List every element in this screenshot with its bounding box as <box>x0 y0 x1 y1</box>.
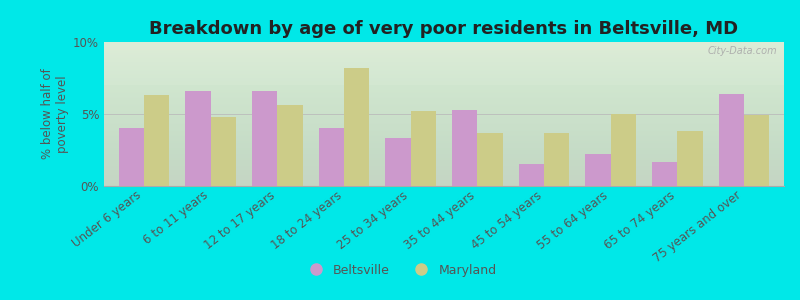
Bar <box>452 110 478 186</box>
Y-axis label: % below half of
poverty level: % below half of poverty level <box>41 69 69 159</box>
Bar <box>652 161 678 186</box>
Bar <box>744 116 770 186</box>
Bar <box>678 131 702 186</box>
Bar <box>318 128 344 186</box>
Bar <box>344 68 370 186</box>
Bar <box>278 105 302 186</box>
Title: Breakdown by age of very poor residents in Beltsville, MD: Breakdown by age of very poor residents … <box>150 20 738 38</box>
Bar <box>518 164 544 186</box>
Bar <box>610 114 636 186</box>
Text: City-Data.com: City-Data.com <box>707 46 778 56</box>
Bar <box>586 154 610 186</box>
Bar <box>210 117 236 186</box>
Bar <box>186 91 210 186</box>
Bar <box>252 91 278 186</box>
Bar <box>478 133 502 186</box>
Legend: Beltsville, Maryland: Beltsville, Maryland <box>298 259 502 282</box>
Bar <box>544 133 570 186</box>
Bar <box>118 128 144 186</box>
Bar <box>410 111 436 186</box>
Bar <box>718 94 744 186</box>
Bar <box>386 139 410 186</box>
Bar <box>144 95 170 186</box>
